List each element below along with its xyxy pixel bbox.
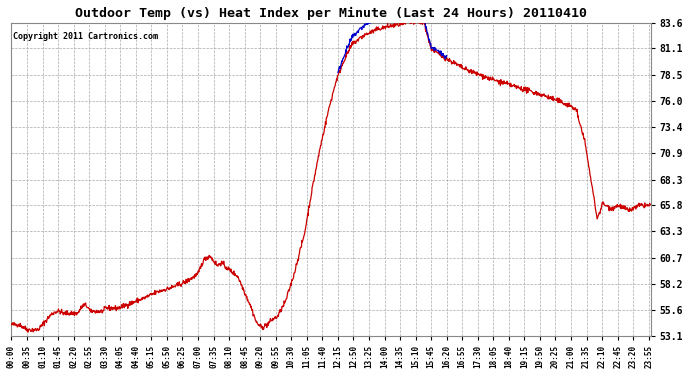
- Title: Outdoor Temp (vs) Heat Index per Minute (Last 24 Hours) 20110410: Outdoor Temp (vs) Heat Index per Minute …: [75, 7, 587, 20]
- Text: Copyright 2011 Cartronics.com: Copyright 2011 Cartronics.com: [12, 32, 158, 41]
